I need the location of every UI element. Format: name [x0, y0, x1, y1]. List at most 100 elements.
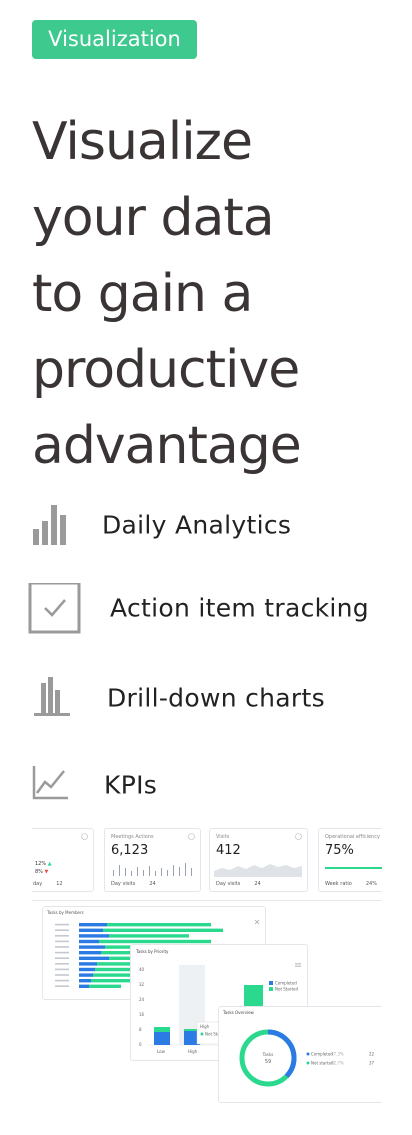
kpi-title: Operational efficiency	[325, 834, 380, 840]
bar-not-started	[103, 928, 223, 932]
bar-completed	[79, 951, 101, 955]
kpi-progress-bar	[325, 867, 382, 869]
y-tick: 40	[139, 967, 145, 972]
legend-label: Not Started	[275, 987, 299, 992]
kpi-card: 12% ▲ 8% ▼ day 12	[32, 828, 94, 892]
bar-completed	[79, 939, 99, 944]
legend-label: Not started	[311, 1061, 334, 1066]
bar-chart-icon	[28, 500, 82, 550]
feature-action-item-tracking: Action item tracking	[28, 581, 398, 634]
bar-not-started	[93, 973, 141, 977]
kpi-value: 75%	[325, 843, 354, 858]
feature-daily-analytics: Daily Analytics	[28, 500, 398, 550]
info-icon	[295, 833, 302, 840]
kpi-card-operational-efficiency: Operational efficiency 75% Week ratio 24%…	[318, 828, 382, 892]
page-headline: Visualize your data to gain a productive…	[32, 104, 302, 484]
bar-not-started	[107, 923, 211, 927]
legend-pct: 62.7%	[331, 1061, 344, 1066]
y-tick-labels: 40 32 24 16 8 0	[139, 967, 145, 1047]
feature-label: KPIs	[104, 770, 158, 800]
card-title: Tasks by Members	[47, 910, 84, 915]
tooltip-title: High	[200, 1024, 210, 1029]
bar-completed	[79, 962, 97, 966]
kpi-card-meetings-actions: Meetings Actions 6,123 Day visits 24	[104, 828, 201, 892]
dashboard-preview: 12% ▲ 8% ▼ day 12 Meetings Actions 6,123 …	[32, 826, 382, 1126]
kpi-value: 412	[216, 843, 241, 858]
donut-completed	[239, 1029, 297, 1087]
row-label	[55, 957, 69, 959]
menu-icon[interactable]	[295, 963, 301, 967]
kpi-foot: Day visits 24	[111, 881, 156, 887]
bar-completed	[79, 928, 103, 932]
card-title: Tasks Overview	[223, 1010, 254, 1015]
bar-high-not-started	[184, 1029, 200, 1031]
headline-line: Visualize	[32, 112, 253, 172]
bar-completed	[79, 934, 109, 938]
feature-label: Daily Analytics	[102, 510, 292, 540]
feature-drill-down-charts: Drill-down charts	[28, 673, 398, 723]
legend-swatch	[269, 987, 273, 991]
tooltip-line: Not Started	[205, 1032, 229, 1037]
kpi-sparkbars	[113, 863, 192, 876]
y-tick: 32	[139, 982, 145, 987]
donut-center-label: Tasks	[262, 1052, 274, 1057]
x-tick: Low	[157, 1049, 166, 1054]
legend-label: Completed	[311, 1052, 333, 1057]
bar-low-completed	[154, 1032, 170, 1045]
legend-count: 37	[369, 1061, 375, 1066]
info-icon	[81, 833, 88, 840]
row-label	[55, 985, 69, 987]
row-label	[55, 946, 69, 948]
legend-swatch	[269, 981, 273, 985]
kpi-area-chart	[214, 864, 302, 877]
y-tick: 8	[139, 1027, 142, 1032]
kpi-title: Meetings Actions	[111, 834, 154, 840]
info-icon	[188, 833, 195, 840]
bar-not-started	[95, 967, 155, 972]
drilldown-chart-icon	[28, 673, 82, 723]
row-label	[55, 963, 69, 965]
kpi-foot: day 12	[33, 881, 63, 887]
kpi-value: 6,123	[111, 843, 149, 858]
close-icon[interactable]	[254, 919, 260, 925]
legend-pct: 37.3%	[331, 1052, 344, 1057]
checkbox-icon	[28, 581, 82, 634]
row-label	[55, 979, 69, 982]
headline-line: productive	[32, 340, 300, 400]
row-label	[55, 940, 69, 943]
headline-line: your data	[32, 188, 275, 248]
feature-label: Drill-down charts	[107, 683, 325, 713]
feature-label: Action item tracking	[110, 593, 369, 623]
row-label	[55, 968, 69, 971]
y-tick: 24	[139, 997, 145, 1002]
overview-donut-chart: Tasks 59 Completed 37.3% 22 Not started …	[239, 1029, 375, 1087]
feature-kpis: KPIs	[28, 760, 398, 810]
bar-completed	[79, 967, 95, 972]
bar-completed	[79, 973, 93, 977]
bar-completed	[79, 984, 89, 988]
row-label	[55, 935, 69, 937]
y-tick: 0	[139, 1042, 142, 1047]
headline-line: advantage	[32, 416, 302, 476]
headline-line: to gain a	[32, 264, 253, 324]
category-badge: Visualization	[32, 20, 197, 59]
line-chart-icon	[28, 760, 82, 810]
bar-high-completed	[184, 1031, 200, 1045]
bar-completed	[79, 923, 107, 927]
row-label	[55, 974, 69, 976]
kpi-line: 12% ▲	[35, 861, 52, 867]
bar-completed	[79, 979, 91, 983]
bar-completed	[79, 945, 105, 949]
bar-not-started	[99, 939, 211, 944]
bar-not-started	[91, 979, 131, 983]
kpi-card-visits: Visits 412 Day visits 24	[209, 828, 308, 892]
y-tick: 16	[139, 1012, 145, 1017]
divider	[32, 900, 382, 901]
row-label	[55, 923, 69, 926]
donut-center-value: 59	[265, 1059, 271, 1065]
row-label	[55, 951, 69, 954]
card-title: Tasks by Priority	[136, 949, 169, 954]
kpi-line: 8% ▼	[35, 869, 49, 875]
kpi-foot: Day visits 24	[216, 881, 261, 887]
